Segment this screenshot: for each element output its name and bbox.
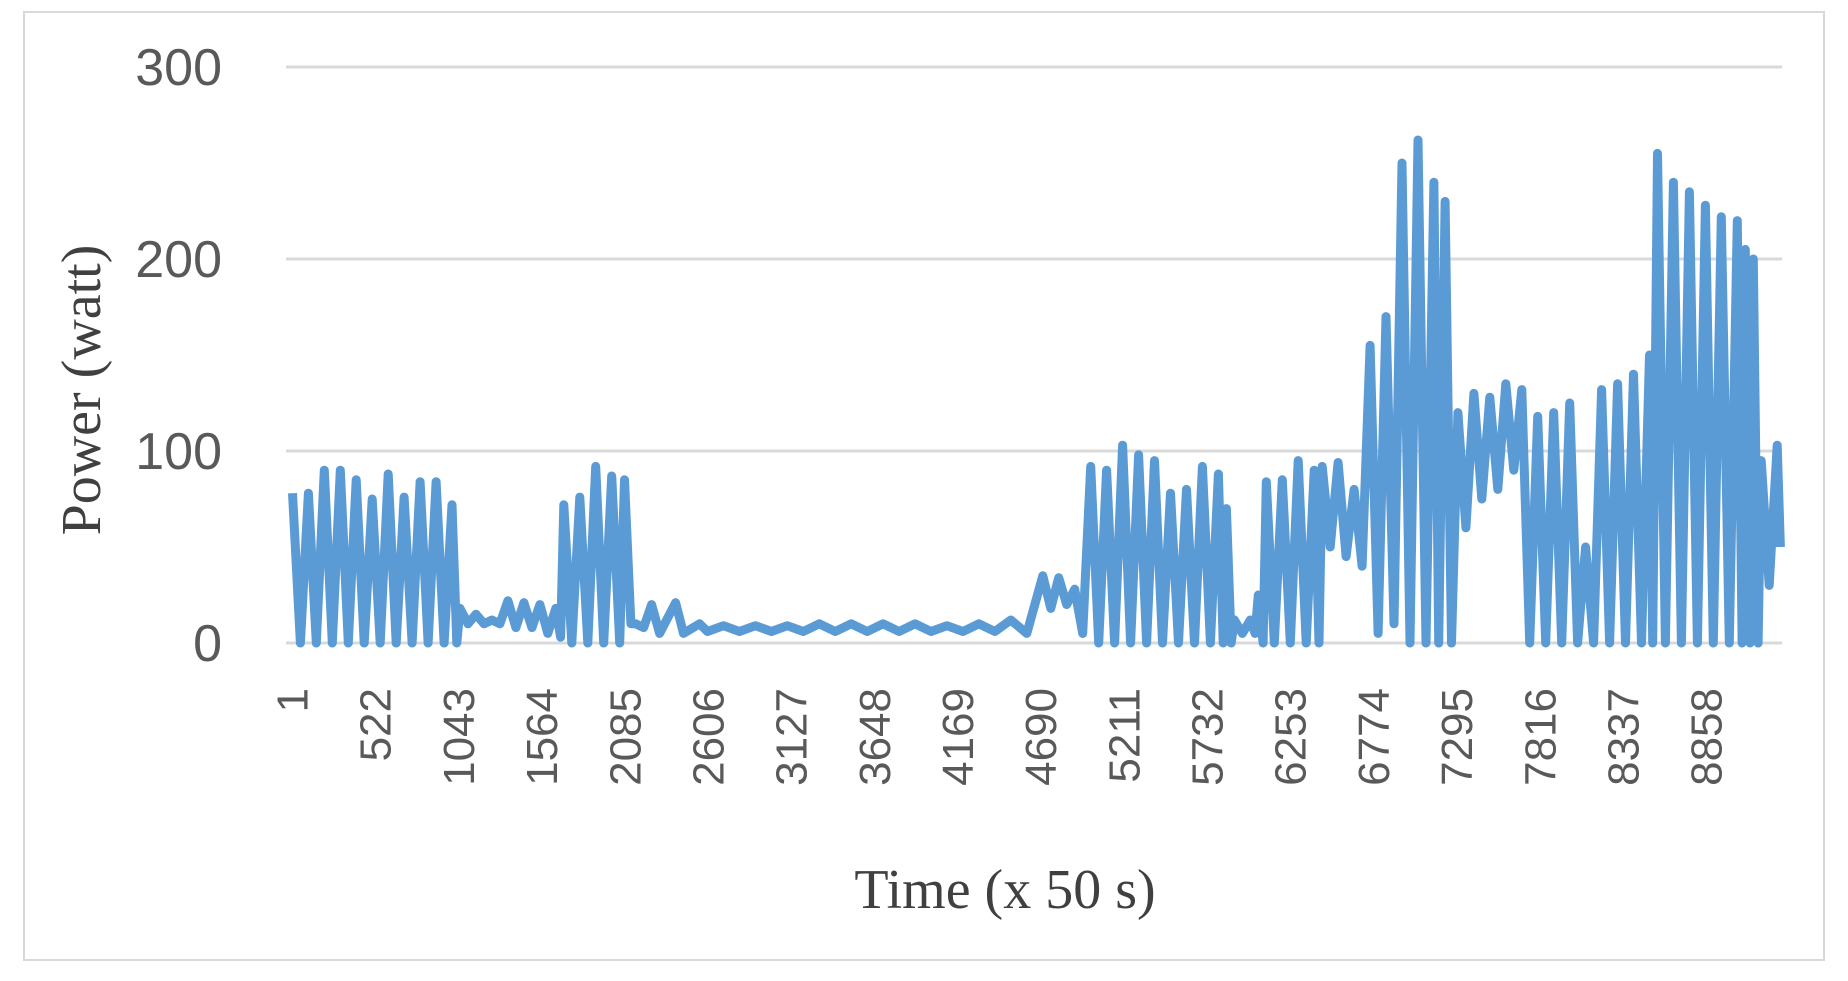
x-tick-label: 8337 [1599,688,1648,786]
x-tick-label: 3127 [768,688,817,786]
x-axis-title: Time (x 50 s) [854,859,1155,921]
x-tick-label: 1 [269,688,318,712]
x-tick-label: 4169 [934,688,983,786]
y-tick-label: 0 [193,615,222,673]
x-tick-label: 7295 [1433,688,1482,786]
x-tick-label: 5211 [1100,688,1149,783]
x-tick-label: 5732 [1184,688,1233,786]
y-tick-label: 100 [135,423,222,481]
x-tick-label: 8858 [1683,688,1732,786]
x-tick-label: 2606 [684,688,733,786]
x-tick-label: 1043 [435,688,484,786]
y-axis-title: Power (watt) [51,245,113,536]
x-tick-label: 3648 [851,688,900,786]
y-tick-label: 300 [135,39,222,97]
x-tick-label: 6774 [1350,688,1399,786]
x-tick-label: 4690 [1017,688,1066,786]
x-tick-label: 7816 [1516,688,1565,786]
y-tick-label: 200 [135,231,222,289]
x-tick-label: 1564 [518,688,567,786]
data-line [288,135,1785,648]
x-tick-label: 522 [352,688,401,761]
x-tick-label: 2085 [601,688,650,786]
x-tick-label: 6253 [1267,688,1316,786]
